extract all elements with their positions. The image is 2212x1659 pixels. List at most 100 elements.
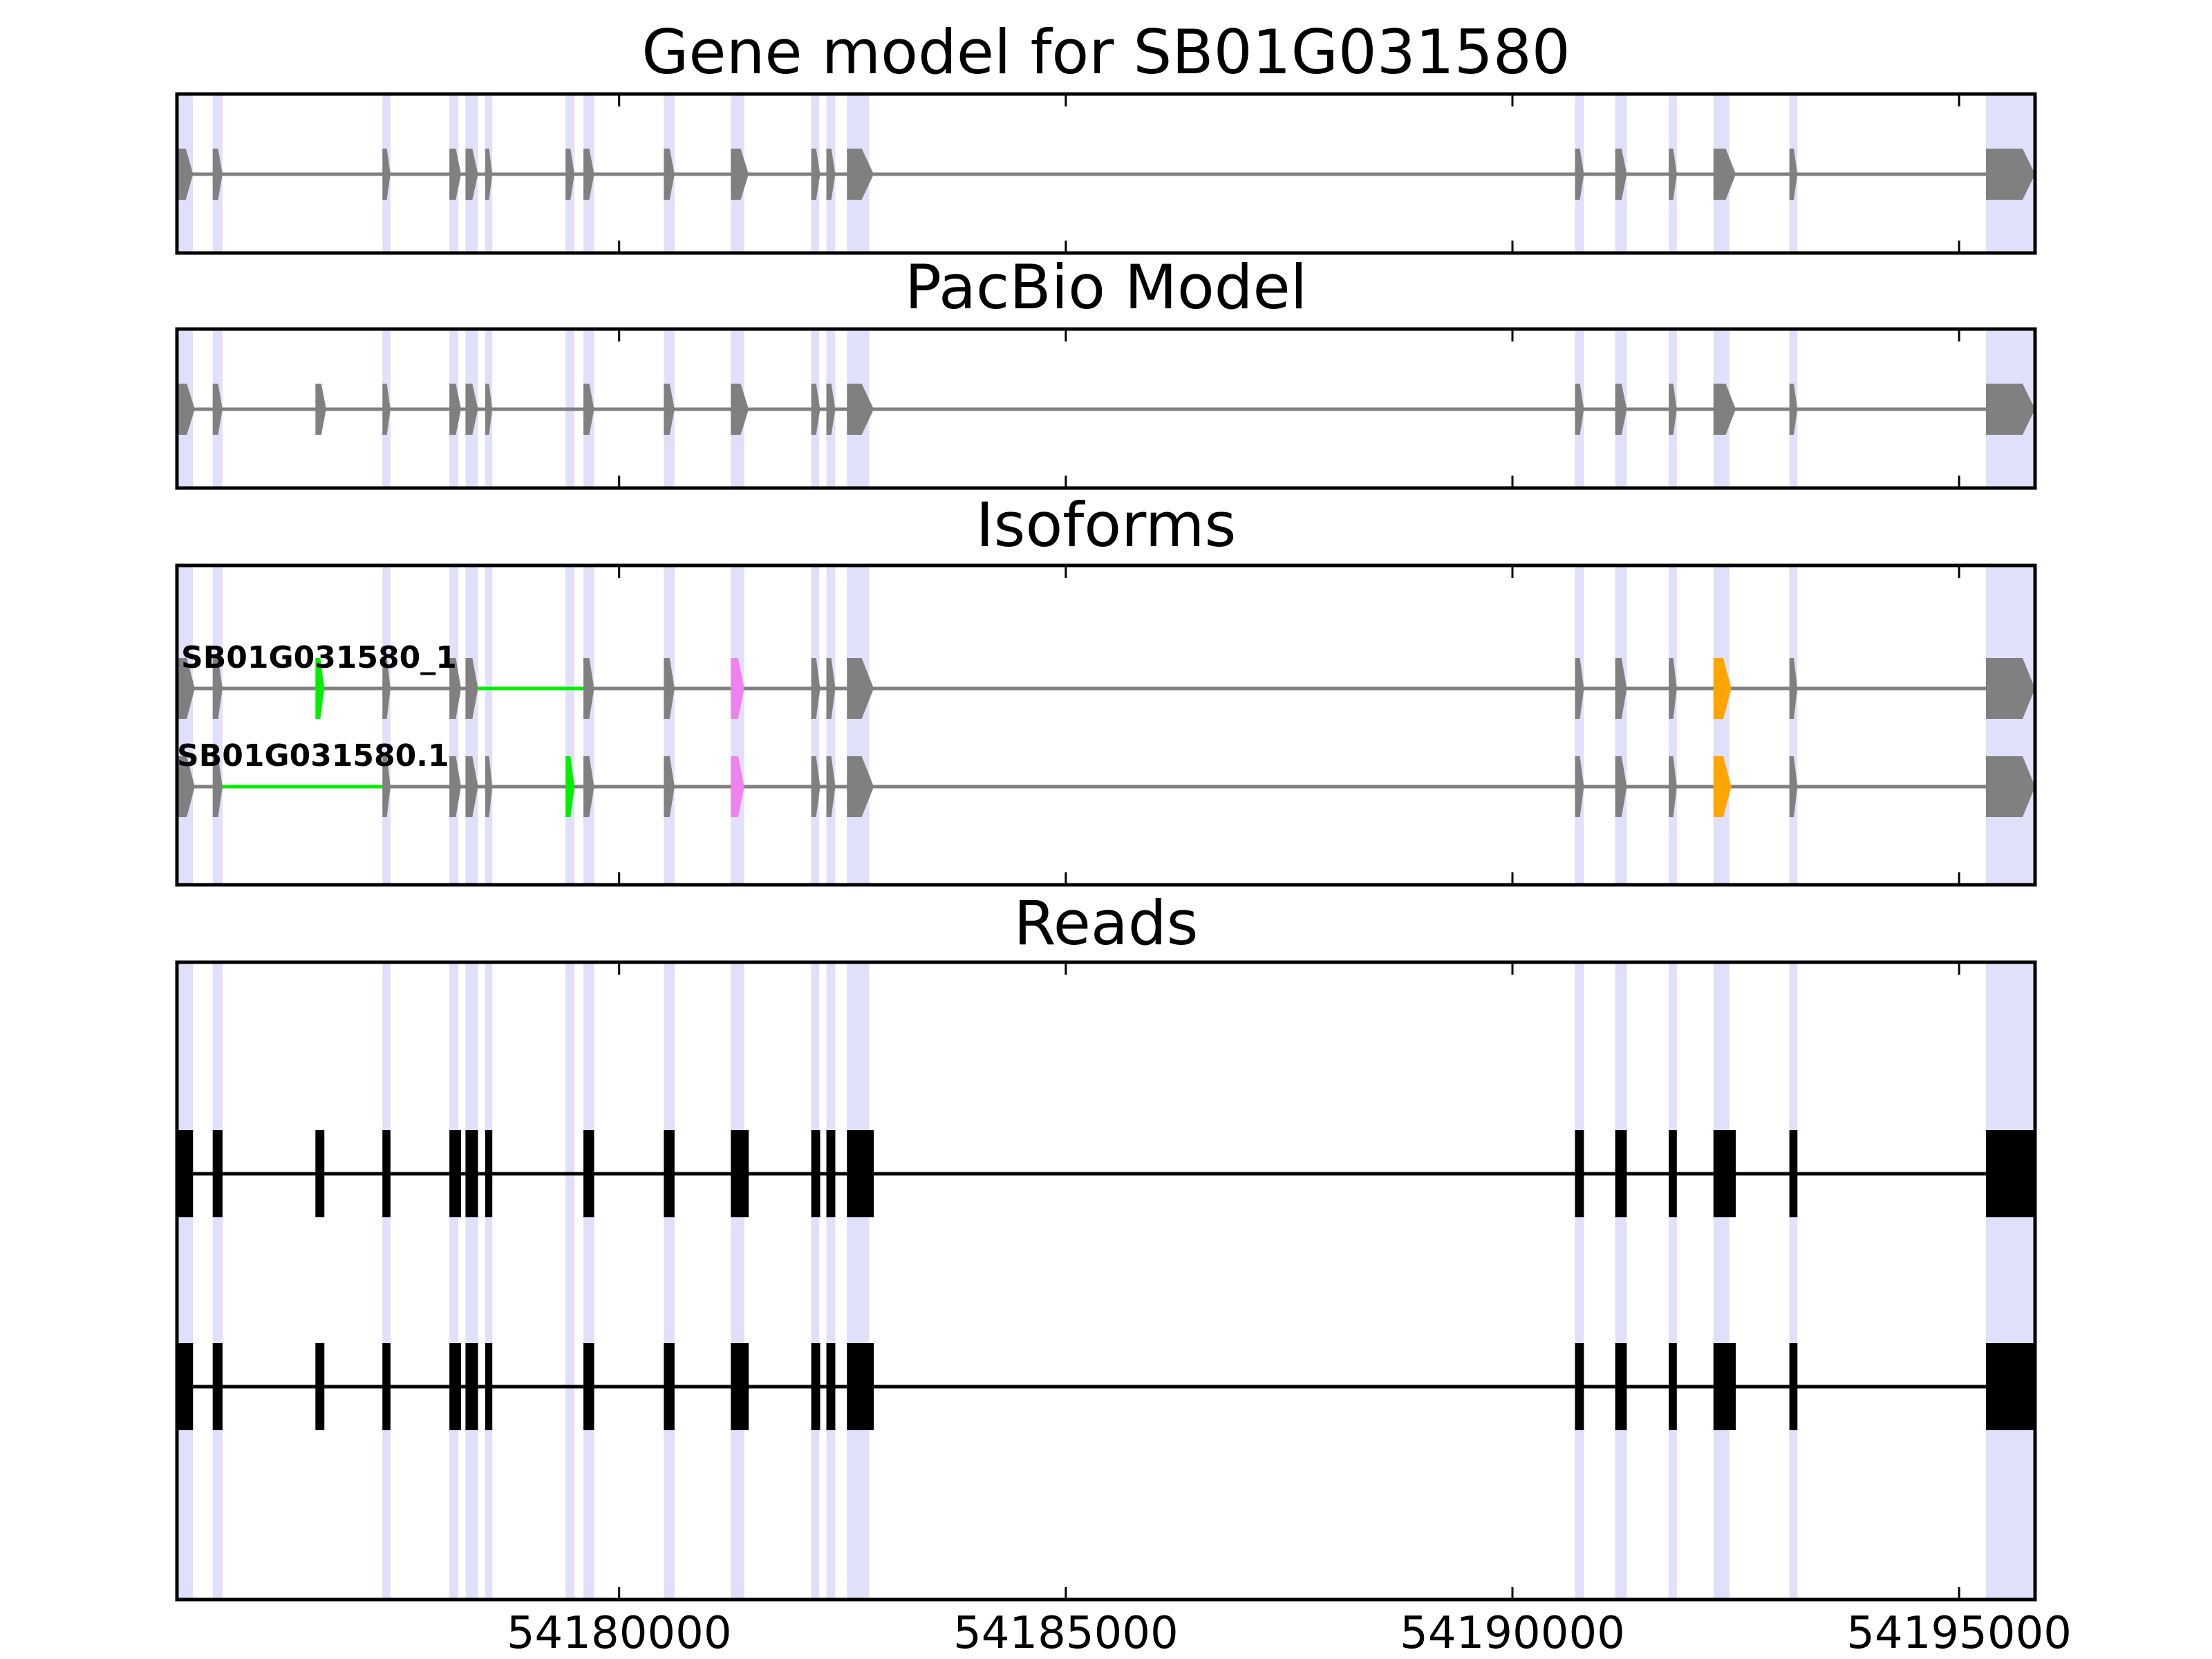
exon-block: [664, 658, 675, 719]
exon-block: [731, 658, 744, 719]
exon-block: [1669, 756, 1677, 817]
x-axis-tick-labels: 54180000 54185000 54190000 54195000: [507, 1608, 2072, 1659]
exon-block: [177, 756, 195, 817]
pacbio-model-panel: [175, 327, 2037, 490]
exon-block: [847, 756, 874, 817]
exon-block: [212, 756, 223, 817]
exon-shade-band: [826, 962, 836, 1600]
exon-block: [449, 658, 461, 719]
exon-block: [1615, 658, 1627, 719]
exon-shade-band: [1789, 962, 1798, 1600]
read-exon-block: [811, 1343, 821, 1430]
exon-block: [382, 384, 391, 435]
exon-block: [826, 149, 836, 200]
read-exon-block: [212, 1130, 223, 1217]
exon-shade-band: [1575, 962, 1584, 1600]
exon-shade-band: [583, 565, 594, 885]
exon-shade-band: [1615, 962, 1627, 1600]
exon-block: [664, 756, 675, 817]
read-exon-block: [1669, 1130, 1677, 1217]
read-exon-block: [485, 1130, 493, 1217]
exon-shade-band: [826, 565, 836, 885]
x-tick-label: 54195000: [1846, 1608, 2072, 1659]
exon-shade-band: [565, 565, 575, 885]
exon-block: [826, 756, 836, 817]
read-exon-block: [449, 1130, 461, 1217]
exon-shade-band: [1669, 565, 1677, 885]
exon-block: [1713, 756, 1732, 817]
exon-block: [664, 384, 675, 435]
exon-shade-band: [1985, 565, 2035, 885]
exon-block: [1615, 384, 1627, 435]
exon-shade-band: [1789, 565, 1798, 885]
read-exon-block: [1985, 1343, 2035, 1430]
exon-block: [1615, 149, 1627, 200]
exon-shade-band: [1615, 565, 1627, 885]
exon-block: [1713, 384, 1736, 435]
exon-shade-band: [177, 565, 194, 885]
exon-block: [177, 384, 195, 435]
exon-block: [1575, 756, 1584, 817]
read-exon-block: [847, 1343, 874, 1430]
read-exon-block: [382, 1130, 391, 1217]
exon-block: [1713, 149, 1736, 200]
exon-shade-band: [1575, 565, 1584, 885]
exon-shade-band: [847, 565, 870, 885]
read-exon-block: [1713, 1343, 1736, 1430]
exon-block: [1669, 658, 1677, 719]
read-exon-block: [177, 1130, 194, 1217]
x-tick-label: 54190000: [1400, 1608, 1625, 1659]
exon-block: [449, 149, 461, 200]
exon-block: [811, 658, 821, 719]
exon-shade-band: [664, 962, 675, 1600]
exon-block: [664, 149, 675, 200]
exon-block: [382, 149, 391, 200]
exon-block: [465, 756, 478, 817]
exon-block: [1575, 384, 1584, 435]
exon-block: [811, 384, 821, 435]
read-exon-block: [1789, 1130, 1798, 1217]
exon-block: [731, 149, 749, 200]
exon-block: [847, 149, 874, 200]
read-exon-block: [1669, 1343, 1677, 1430]
exon-block: [1789, 149, 1798, 200]
gene-model-panel: [175, 92, 2037, 255]
exon-block: [811, 149, 821, 200]
exon-block: [485, 149, 493, 200]
panel-frame: [175, 563, 2037, 887]
exon-block: [1985, 384, 2035, 435]
exon-block: [177, 658, 195, 719]
read-exon-block: [847, 1130, 874, 1217]
exon-shade-band: [731, 565, 744, 885]
exon-shade-band: [847, 962, 870, 1600]
exon-shade-band: [449, 565, 459, 885]
panel-frame: [175, 92, 2037, 255]
exon-shade-band: [382, 962, 391, 1600]
gene-model-title: Gene model for SB01G031580: [641, 17, 1571, 88]
exon-block: [1789, 384, 1798, 435]
read-exon-block: [1615, 1343, 1627, 1430]
read-exon-block: [731, 1343, 749, 1430]
exon-shade-band: [485, 565, 493, 885]
exon-block: [583, 384, 594, 435]
exon-block: [1789, 658, 1798, 719]
exon-shade-band: [1985, 962, 2035, 1600]
read-exon-block: [1575, 1343, 1584, 1430]
reads-panel: [175, 960, 2037, 1602]
exon-shade-band: [664, 565, 675, 885]
read-exon-block: [1575, 1130, 1584, 1217]
read-exon-block: [1713, 1130, 1736, 1217]
exon-block: [565, 756, 575, 817]
exon-shade-band: [212, 962, 223, 1600]
read-exon-block: [826, 1343, 836, 1430]
exon-block: [212, 384, 223, 435]
exon-block: [1713, 658, 1732, 719]
read-exon-block: [382, 1343, 391, 1430]
exon-shade-band: [565, 962, 575, 1600]
read-exon-block: [315, 1130, 325, 1217]
exon-shade-band: [382, 565, 391, 885]
exon-block: [583, 658, 594, 719]
exon-block: [583, 149, 594, 200]
exon-shade-band: [465, 565, 478, 885]
